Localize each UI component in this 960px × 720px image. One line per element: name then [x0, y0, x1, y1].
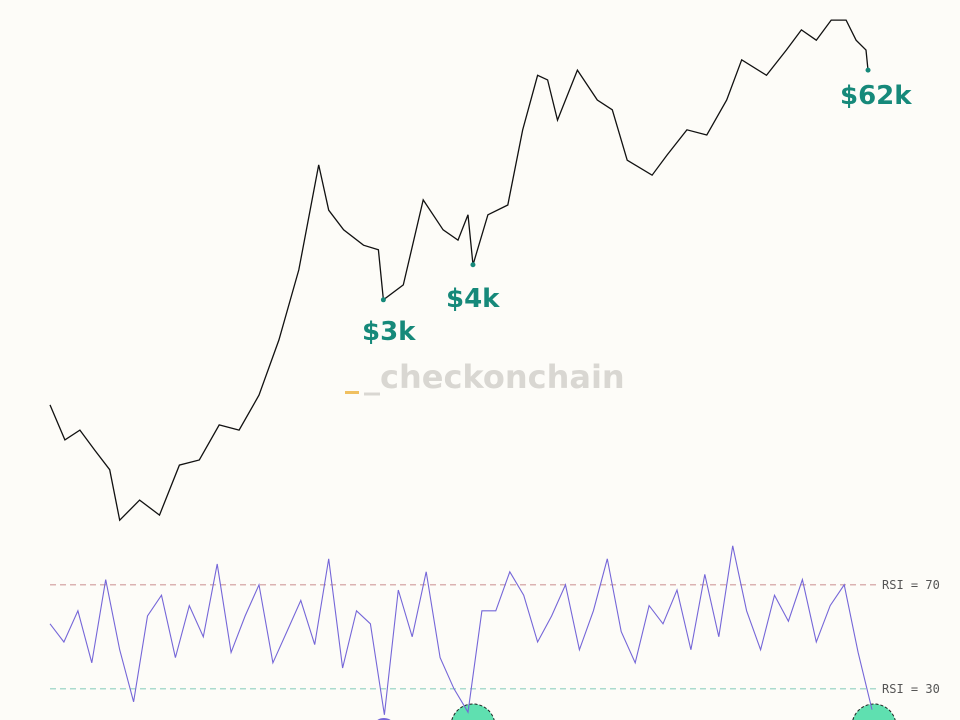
highlight-circle: [451, 703, 495, 720]
data-line: [49, 19, 869, 522]
annotation-point: [380, 297, 386, 303]
annotation: $62k: [840, 81, 912, 111]
watermark: _checkonchain: [364, 358, 625, 396]
highlight-circle: [852, 703, 896, 720]
annotation: $4k: [446, 284, 500, 314]
data-line: [49, 545, 873, 715]
reference-label: RSI = 30: [882, 682, 940, 696]
annotation-point: [470, 262, 476, 268]
annotation: $3k: [362, 317, 416, 347]
annotation-point: [865, 67, 871, 73]
reference-label: RSI = 70: [882, 578, 940, 592]
watermark-mark: [345, 391, 359, 394]
